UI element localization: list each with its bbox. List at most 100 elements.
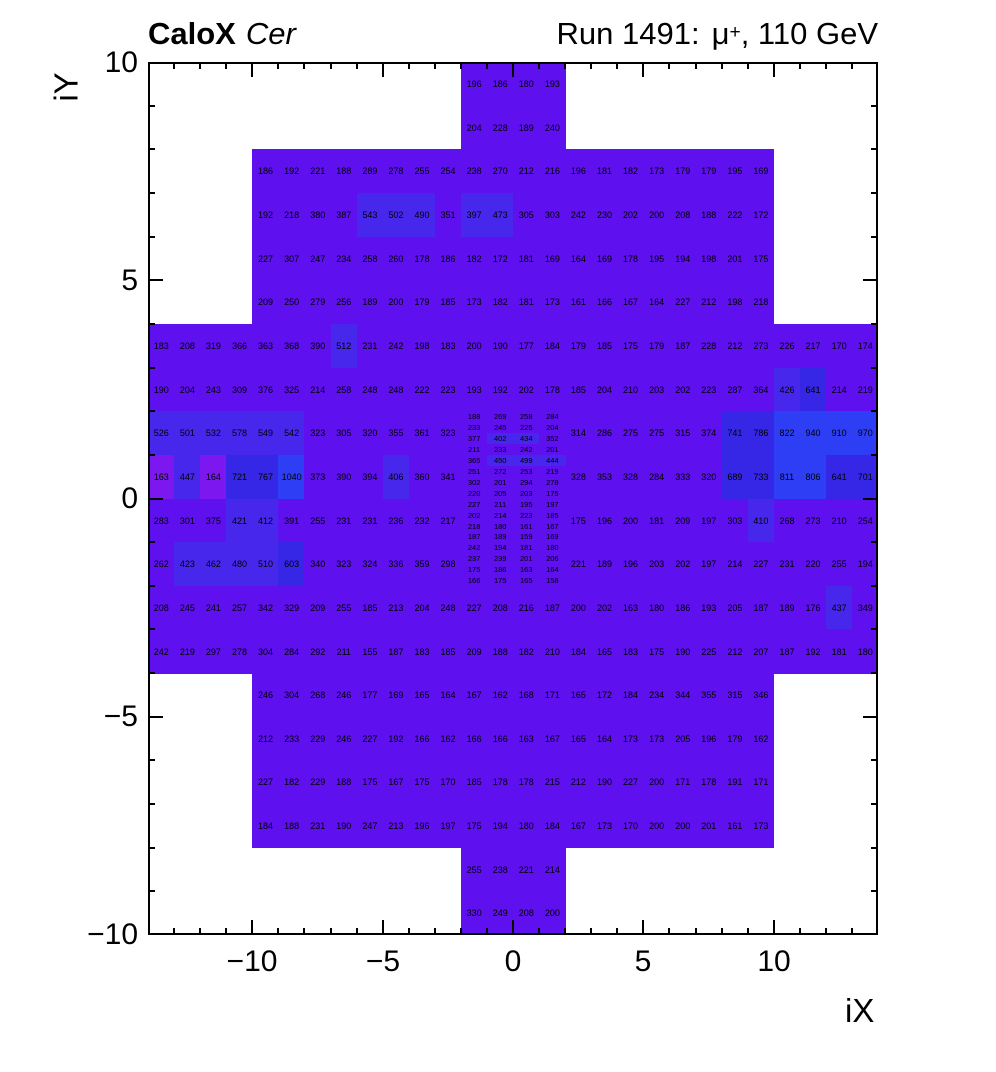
cell-value: 245: [179, 602, 195, 613]
heatmap-cell: 352: [539, 433, 566, 445]
heatmap-cell: 185: [460, 760, 488, 805]
cell-value: 165: [520, 576, 533, 586]
cell-value: 269: [493, 412, 507, 422]
cell-value: 175: [649, 646, 665, 657]
heatmap-cell: 180: [851, 629, 879, 674]
heatmap-cell: 421: [226, 498, 253, 543]
cell-value: 301: [179, 515, 195, 526]
heatmap-cell: 246: [330, 716, 358, 761]
heatmap-cell: 284: [278, 629, 305, 674]
heatmap-cell: 437: [825, 585, 853, 630]
cell-value: 294: [520, 477, 533, 487]
cell-value: 248: [388, 384, 404, 395]
heatmap-cell: 278: [382, 149, 410, 194]
cell-value: 212: [727, 340, 743, 351]
cell-value: 221: [518, 864, 534, 875]
heatmap-cell: 195: [643, 236, 670, 281]
cell-value: 180: [518, 821, 534, 832]
heatmap-cell: 217: [434, 498, 462, 543]
heatmap-cell: 222: [721, 192, 749, 238]
cell-value: 181: [520, 543, 533, 553]
cell-value: 195: [649, 253, 665, 264]
cell-value: 220: [805, 559, 821, 570]
cell-value: 193: [466, 384, 482, 395]
cell-value: 201: [727, 253, 743, 264]
heatmap-cell: 163: [513, 716, 540, 761]
heatmap-cell: 275: [617, 411, 644, 456]
heatmap-cell: 228: [695, 323, 723, 369]
heatmap-cell: 444: [539, 454, 566, 467]
heatmap-cell: 319: [200, 323, 227, 369]
cell-value: 200: [544, 908, 560, 919]
cell-value: 155: [362, 646, 378, 657]
cell-value: 238: [466, 166, 482, 177]
cell-value: 315: [675, 428, 691, 439]
cell-value: 172: [492, 253, 508, 264]
heatmap-cell: 219: [539, 465, 566, 478]
heatmap-cell: 273: [747, 323, 775, 369]
cell-value: 166: [492, 733, 508, 744]
cell-value: 303: [727, 515, 743, 526]
heatmap-cell: 286: [591, 411, 618, 456]
cell-value: 512: [336, 340, 352, 351]
cell-value: 200: [675, 821, 691, 832]
cell-value: 180: [518, 79, 534, 90]
cell-value: 255: [310, 515, 326, 526]
cell-value: 391: [284, 515, 300, 526]
heatmap-cell: 202: [669, 367, 696, 412]
cell-value: 361: [414, 428, 430, 439]
heatmap-cell: 204: [174, 367, 201, 412]
cell-value: 248: [440, 602, 456, 613]
cell-value: 181: [596, 166, 612, 177]
heatmap-cell: 406: [382, 454, 410, 499]
cell-value: 230: [596, 210, 612, 220]
cell-value: 200: [466, 340, 482, 351]
cell-value: 201: [520, 554, 533, 564]
cell-value: 175: [623, 340, 639, 351]
heatmap-cell: 197: [695, 542, 723, 587]
cell-value: 211: [468, 445, 481, 455]
cell-value: 260: [388, 253, 404, 264]
heatmap-cell: 353: [591, 454, 618, 499]
heatmap-cell: 255: [304, 498, 331, 543]
cell-value: 218: [284, 210, 300, 220]
heatmap-cell: 164: [643, 280, 670, 325]
cell-value: 240: [544, 122, 560, 133]
heatmap-cell: 230: [591, 192, 618, 238]
heatmap-cell: 182: [486, 280, 514, 325]
cell-value: 187: [467, 532, 481, 542]
cell-value: 324: [362, 559, 378, 570]
cell-value: 246: [336, 733, 352, 744]
cell-value: 309: [231, 384, 247, 395]
cell-value: 184: [570, 646, 586, 657]
heatmap-cell: 275: [643, 411, 670, 456]
heatmap-cell: 170: [617, 804, 644, 849]
heatmap-cell: 512: [330, 323, 358, 369]
heatmap-cell: 255: [460, 847, 488, 892]
heatmap-cell: 549: [252, 411, 279, 456]
cell-value: 499: [520, 456, 533, 466]
cell-value: 208: [518, 908, 534, 919]
heatmap-cell: 689: [721, 454, 749, 499]
y-tick-label: 10: [104, 46, 138, 79]
cell-value: 292: [310, 646, 326, 657]
heatmap-cell: 200: [643, 192, 670, 238]
cell-value: 227: [467, 499, 481, 509]
heatmap-cell: 222: [408, 367, 436, 412]
cell-value: 183: [414, 646, 430, 657]
cell-value: 811: [779, 471, 795, 482]
cell-value: 189: [362, 297, 378, 308]
cell-value: 163: [518, 733, 534, 744]
heatmap-cell: 172: [486, 236, 514, 281]
heatmap-cell: 196: [460, 62, 488, 107]
heatmap-cell: 218: [460, 520, 488, 532]
heatmap-cell: 188: [330, 149, 358, 194]
cell-value: 234: [649, 690, 665, 701]
cell-value: 298: [440, 559, 456, 570]
cell-value: 342: [258, 602, 274, 613]
heatmap-cell: 368: [278, 323, 305, 369]
heatmap-cell: 163: [513, 563, 540, 576]
heatmap-cell: 741: [721, 411, 749, 456]
cell-value: 910: [831, 428, 847, 439]
heatmap-cell: 227: [747, 542, 775, 587]
